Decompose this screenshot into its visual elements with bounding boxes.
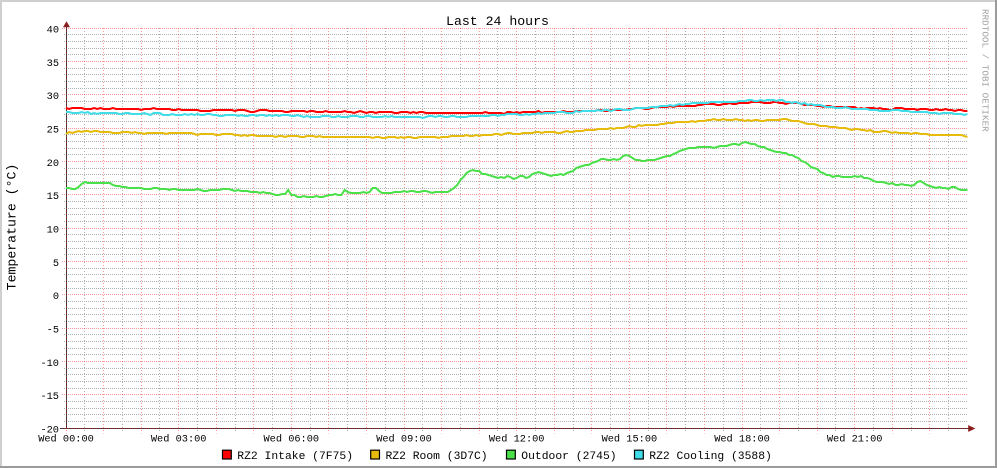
svg-text:RZ2 Intake (7F75): RZ2 Intake (7F75) <box>237 451 353 463</box>
svg-text:RRDTOOL / TOBI OETIKER: RRDTOOL / TOBI OETIKER <box>980 9 991 132</box>
svg-text:Wed 21:00: Wed 21:00 <box>827 433 883 445</box>
svg-text:30: 30 <box>47 91 59 103</box>
svg-text:15: 15 <box>47 191 59 203</box>
svg-text:5: 5 <box>53 258 59 270</box>
svg-text:Wed 06:00: Wed 06:00 <box>263 433 319 445</box>
svg-text:Temperature (°C): Temperature (°C) <box>5 164 20 291</box>
svg-text:Wed 03:00: Wed 03:00 <box>151 433 207 445</box>
svg-text:RZ2 Cooling (3588): RZ2 Cooling (3588) <box>649 451 772 463</box>
svg-text:-15: -15 <box>40 391 59 403</box>
svg-text:RZ2 Room (3D7C): RZ2 Room (3D7C) <box>386 451 488 463</box>
svg-text:Last 24 hours: Last 24 hours <box>446 14 549 29</box>
svg-text:40: 40 <box>47 25 59 37</box>
svg-text:25: 25 <box>47 125 59 137</box>
svg-text:Wed 18:00: Wed 18:00 <box>714 433 770 445</box>
svg-text:-5: -5 <box>47 325 59 337</box>
svg-text:-20: -20 <box>40 425 59 437</box>
svg-text:10: 10 <box>47 225 59 237</box>
svg-text:Outdoor (2745): Outdoor (2745) <box>521 451 616 463</box>
svg-text:Wed 12:00: Wed 12:00 <box>489 433 545 445</box>
svg-text:Wed 09:00: Wed 09:00 <box>376 433 432 445</box>
svg-text:35: 35 <box>47 58 59 70</box>
svg-text:0: 0 <box>53 291 59 303</box>
svg-text:20: 20 <box>47 158 59 170</box>
svg-text:Wed 00:00: Wed 00:00 <box>38 433 94 445</box>
svg-text:Wed 15:00: Wed 15:00 <box>602 433 658 445</box>
svg-text:-10: -10 <box>40 358 59 370</box>
